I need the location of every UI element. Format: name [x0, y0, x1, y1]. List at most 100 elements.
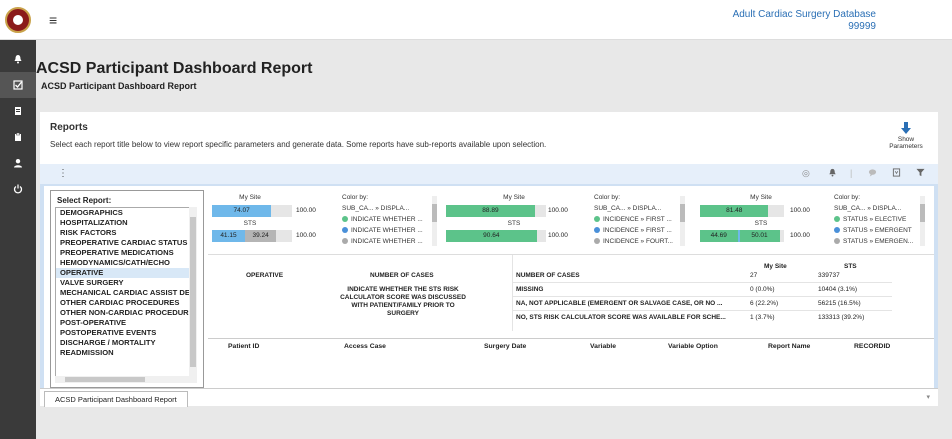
report-item-risk-factors[interactable]: RISK FACTORS — [60, 228, 117, 237]
report-list-vertical-scrollbar[interactable] — [189, 207, 197, 383]
report-item-readmission[interactable]: READMISSION — [60, 348, 114, 357]
tab-acsd-dashboard[interactable]: ACSD Participant Dashboard Report — [44, 391, 188, 407]
summary-panel-3: My Site 81.48 100.00 STS 44.69 50.01 100… — [698, 192, 930, 250]
bar-max-label-2: 100.00 — [548, 232, 568, 239]
report-item-other-non-cardiac[interactable]: OTHER NON-CARDIAC PROCEDURES — [60, 308, 192, 317]
report-item-other-cardiac[interactable]: OTHER CARDIAC PROCEDURES — [60, 298, 180, 307]
my-site-bar[interactable]: 74.07 — [212, 205, 272, 217]
bar-max-label-2: 100.00 — [296, 232, 316, 239]
legend-item[interactable]: INDICATE WHETHER ... — [342, 214, 423, 225]
color-by-control[interactable]: Color by: SUB_CA... » DISPLA... INDICATE… — [342, 192, 423, 247]
my-site-label: My Site — [750, 194, 772, 201]
column-report-name[interactable]: Report Name — [768, 343, 811, 350]
download-arrow-icon — [901, 122, 911, 134]
report-item-post-operative[interactable]: POST-OPERATIVE — [60, 318, 127, 327]
table-row-mysite: 6 (22.2%) — [750, 300, 779, 307]
my-site-bar[interactable]: 81.48 — [700, 205, 769, 217]
column-variable[interactable]: Variable — [590, 343, 617, 350]
reports-description: Select each report title below to view r… — [50, 140, 547, 149]
alert-bell-icon[interactable] — [828, 168, 837, 179]
document-icon[interactable] — [0, 98, 36, 124]
legend-item[interactable]: INDICATE WHETHER ... — [342, 225, 423, 236]
report-item-postop-events[interactable]: POSTOPERATIVE EVENTS — [60, 328, 157, 337]
database-number[interactable]: 99999 — [848, 21, 876, 32]
my-site-bar[interactable]: 88.89 — [446, 205, 535, 217]
dashboard-container: ⋮ ◎ | Select Report: DEMOGRAPHICS HOSPIT… — [40, 164, 938, 406]
legend-item[interactable]: INDICATE WHETHER ... — [342, 236, 423, 247]
report-item-demographics[interactable]: DEMOGRAPHICS — [60, 208, 123, 217]
power-icon[interactable] — [0, 176, 36, 202]
legend-item[interactable]: INCIDENCE » FIRST ... — [594, 225, 673, 236]
bar-max-label: 100.00 — [296, 207, 316, 214]
report-item-mechanical-assist[interactable]: MECHANICAL CARDIAC ASSIST DEVICES — [60, 288, 192, 297]
legend-scrollbar[interactable] — [432, 196, 437, 246]
report-item-discharge-mortality[interactable]: DISCHARGE / MORTALITY — [60, 338, 156, 347]
top-bar: ≡ Adult Cardiac Surgery Database 99999 — [0, 0, 952, 40]
legend-scrollbar[interactable] — [680, 196, 685, 246]
table-row-label: NUMBER OF CASES — [516, 272, 580, 279]
report-list-horizontal-scrollbar[interactable] — [55, 376, 189, 383]
column-patient-id[interactable]: Patient ID — [228, 343, 260, 350]
dashboard-body: Select Report: DEMOGRAPHICS HOSPITALIZAT… — [44, 186, 934, 400]
report-item-hospitalization[interactable]: HOSPITALIZATION — [60, 218, 128, 227]
clipboard-icon[interactable] — [0, 124, 36, 150]
report-list[interactable]: DEMOGRAPHICS HOSPITALIZATION RISK FACTOR… — [55, 207, 193, 383]
sts-bar-segment-1[interactable]: 44.69 — [700, 230, 738, 242]
show-parameters-button[interactable]: Show Parameters — [886, 122, 926, 150]
legend-scrollbar[interactable] — [920, 196, 925, 246]
column-access-case[interactable]: Access Case — [344, 343, 386, 350]
color-by-path[interactable]: SUB_CA... » DISPLA... — [342, 205, 410, 212]
hamburger-menu-icon[interactable]: ≡ — [49, 12, 58, 28]
bar-max-label: 100.00 — [548, 207, 568, 214]
legend-item[interactable]: INCIDENCE » FOURT... — [594, 236, 673, 247]
my-site-bar-track: 88.89 — [446, 205, 546, 217]
color-by-control[interactable]: Color by: SUB_CA... » DISPLA... STATUS »… — [834, 192, 913, 247]
globe-icon[interactable]: ◎ — [802, 168, 810, 178]
sts-label: STS — [507, 220, 521, 227]
database-name[interactable]: Adult Cardiac Surgery Database — [732, 9, 876, 20]
show-parameters-label-1: Show — [897, 136, 915, 143]
comment-icon[interactable] — [868, 168, 877, 179]
sts-bar-segment-1[interactable]: 41.15 — [212, 230, 245, 242]
color-by-label: Color by: — [594, 194, 621, 201]
legend-item[interactable]: STATUS » EMERGEN... — [834, 236, 913, 247]
color-by-path[interactable]: SUB_CA... » DISPLA... — [594, 205, 662, 212]
reports-card: Reports Select each report title below t… — [40, 112, 938, 164]
table-row-sts: 10404 (3.1%) — [818, 286, 858, 293]
sts-column-header[interactable]: STS — [844, 263, 857, 270]
chevron-down-icon[interactable]: ▾ — [926, 394, 930, 401]
sts-bar-segment-1[interactable]: 90.64 — [446, 230, 537, 242]
bar-max-label: 100.00 — [790, 207, 810, 214]
sts-label: STS — [754, 220, 768, 227]
report-item-preop-medications[interactable]: PREOPERATIVE MEDICATIONS — [60, 248, 174, 257]
more-options-icon[interactable]: ⋮ — [58, 168, 68, 179]
bell-icon[interactable] — [0, 46, 36, 72]
user-icon[interactable] — [0, 150, 36, 176]
my-site-column-header[interactable]: My Site — [764, 263, 787, 270]
table-row-mysite: 0 (0.0%) — [750, 286, 775, 293]
report-item-hemodynamics[interactable]: HEMODYNAMICS/CATH/ECHO — [60, 258, 170, 267]
summary-panel-1: My Site 74.07 100.00 STS 41.15 39.24 100… — [210, 192, 450, 250]
checkbox-icon[interactable] — [0, 72, 36, 98]
column-variable-option[interactable]: Variable Option — [668, 343, 718, 350]
bookmark-icon[interactable] — [892, 168, 901, 179]
filter-icon[interactable] — [916, 168, 925, 179]
legend-item[interactable]: STATUS » ELECTIVE — [834, 214, 913, 225]
report-item-valve-surgery[interactable]: VALVE SURGERY — [60, 278, 124, 287]
database-selector[interactable]: Adult Cardiac Surgery Database 99999 — [733, 9, 876, 33]
color-by-control[interactable]: Color by: SUB_CA... » DISPLA... INCIDENC… — [594, 192, 673, 247]
column-surgery-date[interactable]: Surgery Date — [484, 343, 527, 350]
table-row-sts: 56215 (16.5%) — [818, 300, 861, 307]
legend-item[interactable]: STATUS » EMERGENT — [834, 225, 913, 236]
sts-bar-segment-2[interactable]: 50.01 — [737, 230, 780, 242]
color-by-label: Color by: — [342, 194, 369, 201]
table-row-mysite: 27 — [750, 272, 758, 279]
my-site-bar-track: 74.07 — [212, 205, 292, 217]
legend-item[interactable]: INCIDENCE » FIRST ... — [594, 214, 673, 225]
report-item-operative[interactable]: OPERATIVE — [56, 268, 192, 278]
section-label: OPERATIVE — [246, 272, 284, 279]
color-by-path[interactable]: SUB_CA... » DISPLA... — [834, 205, 902, 212]
column-recordid[interactable]: RECORDID — [854, 343, 891, 350]
sts-bar-segment-2[interactable]: 39.24 — [244, 230, 277, 242]
report-item-preop-cardiac-status[interactable]: PREOPERATIVE CARDIAC STATUS — [60, 238, 188, 247]
